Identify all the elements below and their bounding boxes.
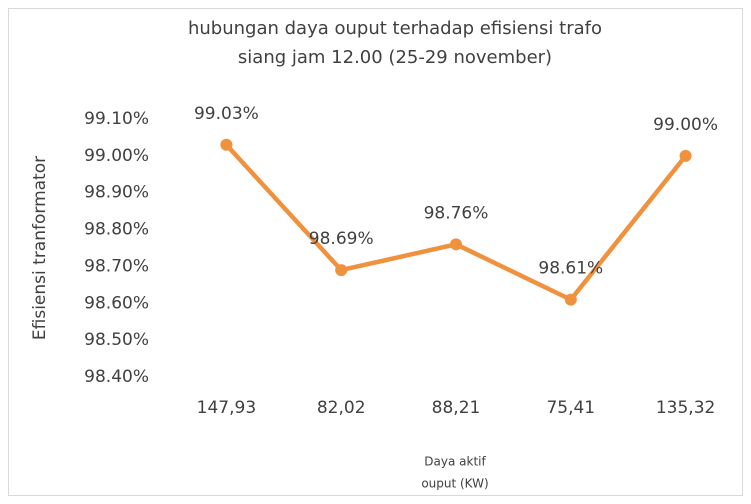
x-axis-label: ouput (KW) — [421, 477, 488, 491]
y-tick-label: 98.40% — [84, 367, 149, 387]
marker — [679, 149, 692, 162]
chart-title: hubungan daya ouput terhadap efisiensi t… — [188, 18, 602, 39]
y-tick-label: 99.10% — [84, 109, 149, 129]
marker — [564, 293, 577, 306]
y-tick-label: 99.00% — [84, 146, 149, 166]
y-tick-label: 98.50% — [84, 330, 149, 350]
data-label: 99.00% — [653, 115, 718, 135]
data-label: 99.03% — [194, 104, 259, 124]
y-axis-label: Efisiensi tranformator — [30, 156, 50, 340]
marker — [450, 238, 462, 251]
chart-title: siang jam 12.00 (25-29 november) — [238, 47, 552, 68]
x-tick-label: 135,32 — [656, 398, 715, 418]
y-tick-label: 98.90% — [84, 183, 149, 203]
data-label: 98.76% — [424, 203, 489, 223]
x-tick-label: 147,93 — [197, 398, 256, 418]
x-tick-label: 88,21 — [432, 398, 481, 418]
marker — [220, 138, 233, 151]
y-tick-label: 98.70% — [84, 256, 149, 276]
x-tick-label: 82,02 — [317, 398, 366, 418]
data-label: 98.61% — [538, 259, 603, 279]
chart-border — [8, 8, 743, 496]
y-tick-label: 98.60% — [84, 293, 149, 313]
x-tick-label: 75,41 — [546, 398, 595, 418]
data-label: 98.69% — [309, 229, 374, 249]
y-tick-label: 98.80% — [84, 220, 149, 240]
x-axis-label: Daya aktif — [424, 455, 486, 469]
marker — [335, 264, 348, 277]
